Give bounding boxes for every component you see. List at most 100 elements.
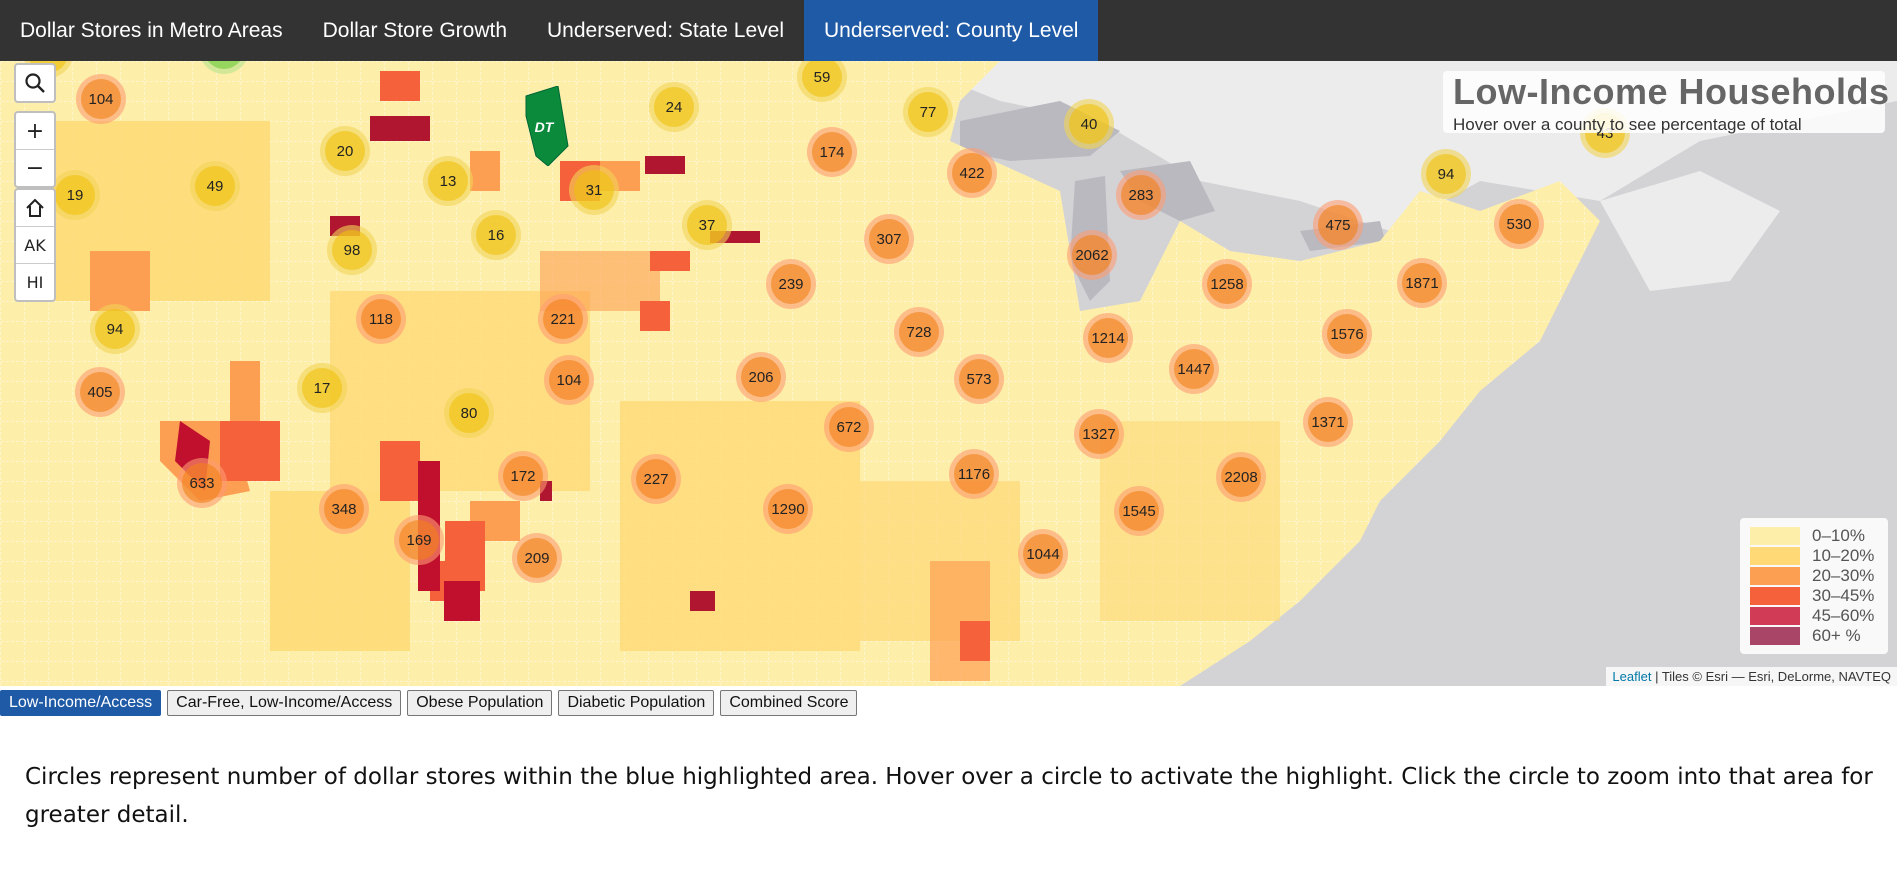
cluster-marker[interactable]: 422 — [947, 148, 997, 198]
cluster-marker[interactable]: 13 — [423, 156, 473, 206]
cluster-marker[interactable]: 1258 — [1202, 259, 1252, 309]
legend-subtitle: Hover over a county to see percentage of… — [1453, 115, 1802, 134]
cluster-count: 19 — [66, 186, 84, 204]
cluster-marker[interactable]: 17 — [297, 363, 347, 413]
cluster-marker[interactable]: 209 — [512, 533, 562, 583]
cluster-count: 1176 — [957, 465, 991, 483]
cluster-marker[interactable]: 307 — [864, 214, 914, 264]
cluster-marker[interactable]: 49 — [190, 161, 240, 211]
cluster-count: 307 — [876, 230, 902, 248]
legend-item: 60+ % — [1750, 626, 1861, 646]
cluster-count: 475 — [1325, 216, 1351, 234]
cluster-marker[interactable]: 405 — [75, 367, 125, 417]
zoom-in-button[interactable]: + — [25, 118, 45, 144]
cluster-count: 1871 — [1405, 274, 1439, 292]
tab-store-growth[interactable]: Dollar Store Growth — [322, 19, 508, 42]
metric-diabetic-population-button[interactable]: Diabetic Population — [558, 690, 715, 716]
county-map[interactable]: DT 104 20 13 59 24 77 40 43 19 49 31 174… — [0, 61, 1897, 686]
cluster-marker[interactable]: 1290 — [763, 484, 813, 534]
cluster-marker[interactable]: 348 — [319, 484, 369, 534]
cluster-count: 77 — [919, 103, 937, 121]
tab-county-level[interactable]: Underserved: County Level — [803, 0, 1099, 61]
cluster-marker[interactable]: 672 — [824, 402, 874, 452]
cluster-marker[interactable]: 2062 — [1067, 230, 1117, 280]
legend-item: 30–45% — [1750, 586, 1874, 606]
legend-swatch — [1750, 587, 1800, 605]
cluster-marker[interactable]: 94 — [1421, 149, 1471, 199]
legend-item: 20–30% — [1750, 566, 1874, 586]
cluster-marker[interactable]: 98 — [327, 225, 377, 275]
legend-label: 10–20% — [1812, 546, 1875, 565]
cluster-marker[interactable]: 174 — [807, 127, 857, 177]
dt-marker[interactable]: DT — [518, 86, 570, 166]
search-button[interactable] — [16, 65, 54, 101]
cluster-marker[interactable]: 59 — [797, 61, 847, 102]
cluster-count: 239 — [778, 275, 804, 293]
metric-combined-score-button[interactable]: Combined Score — [720, 690, 858, 716]
cluster-marker[interactable]: 31 — [569, 165, 619, 215]
tab-state-level[interactable]: Underserved: State Level — [547, 19, 784, 42]
cluster-marker[interactable]: 19 — [50, 170, 100, 220]
cluster-marker[interactable]: 24 — [649, 82, 699, 132]
cluster-marker[interactable]: 94 — [90, 304, 140, 354]
cluster-marker[interactable]: 1371 — [1303, 397, 1353, 447]
cluster-marker[interactable]: 1447 — [1169, 344, 1219, 394]
legend-label: 30–45% — [1812, 586, 1875, 605]
cluster-marker[interactable]: 1176 — [949, 449, 999, 499]
cluster-marker[interactable]: 530 — [1494, 199, 1544, 249]
hawaii-button[interactable]: HI — [16, 263, 54, 300]
cluster-count: 1214 — [1091, 329, 1125, 347]
cluster-marker[interactable]: 573 — [954, 354, 1004, 404]
cluster-marker[interactable]: 16 — [471, 210, 521, 260]
cluster-count: 172 — [510, 467, 536, 485]
cluster-marker[interactable]: 40 — [1064, 99, 1114, 149]
cluster-count: 348 — [331, 500, 357, 518]
cluster-marker[interactable]: 1214 — [1083, 313, 1133, 363]
cluster-marker[interactable]: 104 — [76, 74, 126, 124]
cluster-count: 1371 — [1311, 413, 1345, 431]
cluster-marker[interactable]: 1327 — [1074, 409, 1124, 459]
cluster-marker[interactable]: 239 — [766, 259, 816, 309]
cluster-marker[interactable]: 728 — [894, 307, 944, 357]
cluster-marker[interactable]: 206 — [736, 352, 786, 402]
cluster-marker[interactable]: 227 — [631, 454, 681, 504]
tab-metro-areas[interactable]: Dollar Stores in Metro Areas — [20, 19, 283, 42]
cluster-marker[interactable]: 80 — [444, 388, 494, 438]
cluster-count: 16 — [487, 226, 505, 244]
cluster-marker[interactable]: 20 — [320, 126, 370, 176]
legend-label: 60+ % — [1812, 626, 1861, 645]
metric-low-income-access-button[interactable]: Low-Income/Access — [0, 690, 162, 716]
alaska-button[interactable]: AK — [16, 226, 54, 263]
cluster-marker[interactable]: 1044 — [1018, 529, 1068, 579]
cluster-marker[interactable]: 172 — [498, 451, 548, 501]
cluster-marker[interactable]: 2208 — [1216, 452, 1266, 502]
cluster-count: 59 — [813, 68, 831, 86]
metric-car-free-button[interactable]: Car-Free, Low-Income/Access — [167, 690, 402, 716]
home-button[interactable] — [16, 190, 54, 226]
metric-obese-population-button[interactable]: Obese Population — [407, 690, 553, 716]
cluster-marker[interactable]: 633 — [177, 458, 227, 508]
cluster-marker[interactable]: 169 — [394, 515, 444, 565]
cluster-marker[interactable]: 37 — [682, 200, 732, 250]
cluster-count: 573 — [966, 370, 992, 388]
cluster-marker[interactable]: 475 — [1313, 200, 1363, 250]
cluster-marker[interactable]: 283 — [1116, 170, 1166, 220]
leaflet-link[interactable]: Leaflet — [1612, 669, 1652, 684]
cluster-marker[interactable]: 1545 — [1114, 486, 1164, 536]
cluster-marker[interactable]: 1871 — [1397, 258, 1447, 308]
cluster-count: 19 — [40, 61, 57, 62]
cluster-marker[interactable]: 1576 — [1322, 309, 1372, 359]
cluster-marker[interactable]: 118 — [356, 294, 406, 344]
cluster-marker[interactable]: 221 — [538, 294, 588, 344]
home-icon — [26, 198, 44, 217]
cluster-count: 104 — [556, 371, 582, 389]
map-description: Circles represent number of dollar store… — [25, 764, 1873, 828]
legend-label: 0–10% — [1812, 526, 1865, 545]
cluster-count: 633 — [189, 474, 215, 492]
cluster-count: 206 — [748, 368, 774, 386]
search-icon — [25, 73, 45, 93]
cluster-marker[interactable]: 77 — [903, 87, 953, 137]
legend-item: 0–10% — [1750, 526, 1865, 546]
zoom-out-button[interactable]: − — [16, 149, 54, 186]
cluster-marker[interactable]: 104 — [544, 355, 594, 405]
